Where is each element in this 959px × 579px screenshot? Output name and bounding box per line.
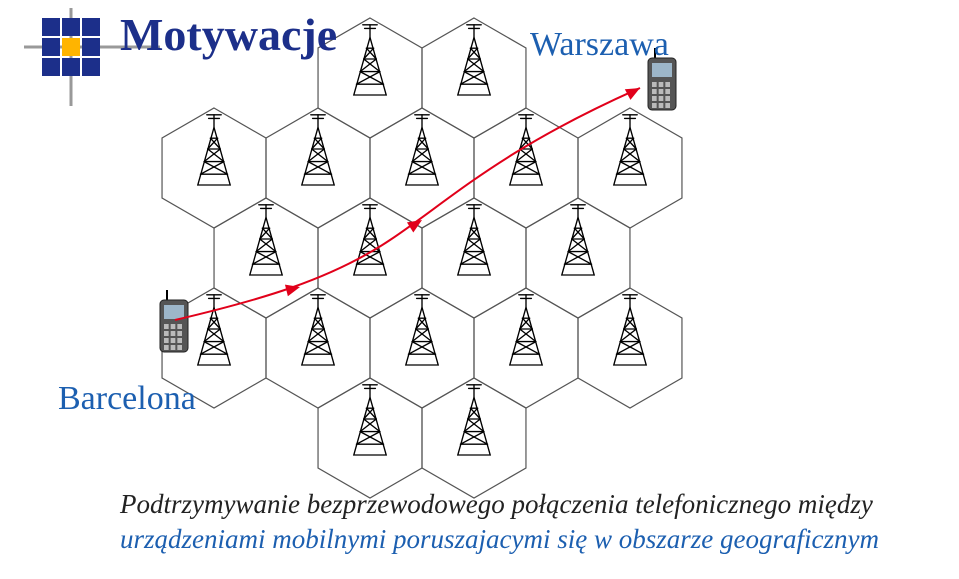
tower-icon [354,205,386,275]
phone-icon [160,290,188,352]
tower-icon [562,205,594,275]
caption-block: Podtrzymywanie bezprzewodowego połączeni… [120,487,899,557]
hex-grid [162,18,682,498]
tower-icon [458,205,490,275]
label-warszawa: Warszawa [530,26,669,64]
tower-icon [198,295,230,365]
caption-line2: urządzeniami mobilnymi poruszajacymi się… [120,524,879,554]
label-barcelona: Barcelona [58,380,196,418]
slide-title: Motywacje [120,8,337,61]
caption-line1: Podtrzymywanie bezprzewodowego połączeni… [120,489,873,519]
tower-icon [354,25,386,95]
tower-icon [614,115,646,185]
tower-icon [406,295,438,365]
tower-icon [406,115,438,185]
tower-icon [302,295,334,365]
tower-icon [354,385,386,455]
tower-icon [458,385,490,455]
tower-icon [250,205,282,275]
tower-icon [198,115,230,185]
tower-icon [302,115,334,185]
tower-icon [458,25,490,95]
tower-icon [510,295,542,365]
tower-icon [510,115,542,185]
tower-icon [614,295,646,365]
